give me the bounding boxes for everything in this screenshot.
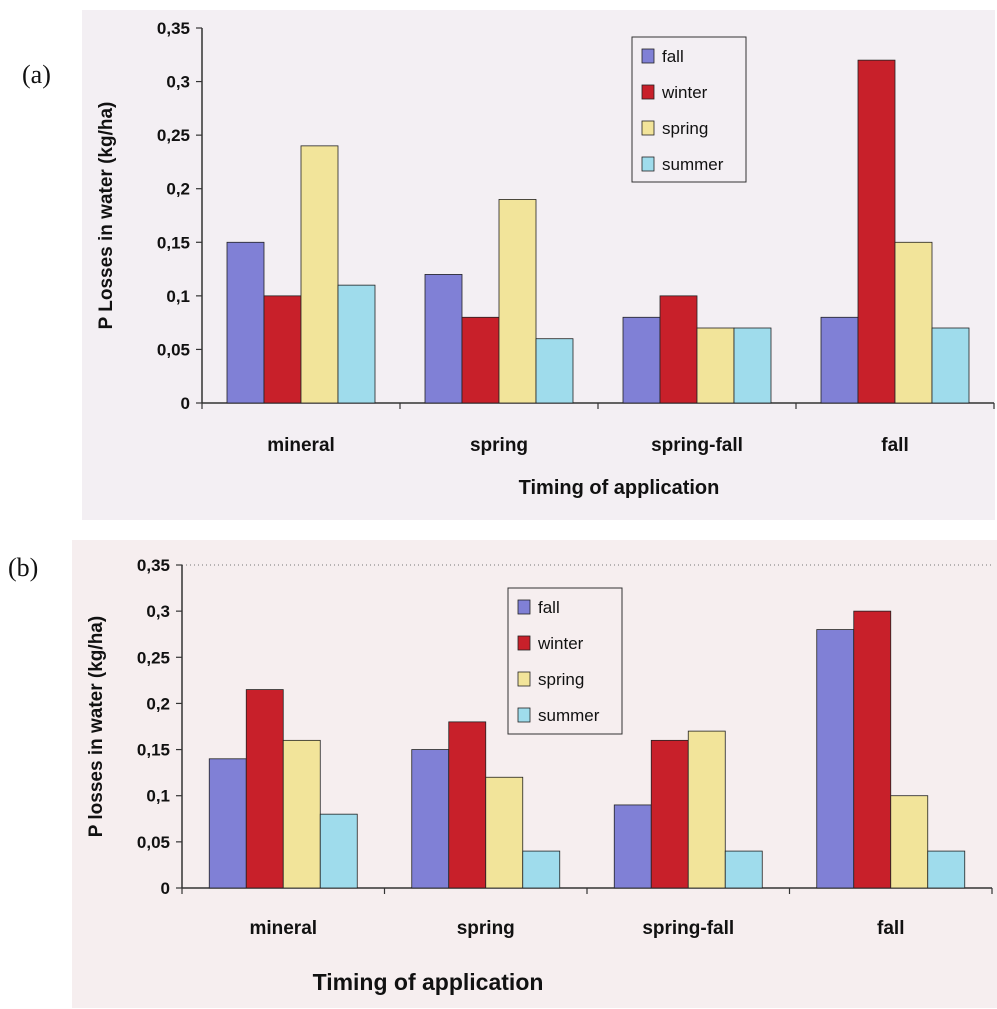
b-y-tick-label: 0,3 [146, 602, 170, 621]
b-x-axis-title: Timing of application [313, 969, 544, 995]
b-bar-fall-spring-fall [613, 804, 652, 889]
a-category-label: mineral [267, 435, 335, 456]
b-bar-spring-spring [485, 776, 524, 889]
b-legend-swatch-winter [517, 635, 531, 651]
b-bar-winter-spring [448, 721, 487, 889]
a-legend-swatch-summer [641, 156, 655, 172]
b-bar-summer-fall [927, 850, 966, 889]
a-bar-spring-spring-fall [696, 327, 735, 404]
chart-a: 0 0,05 0,1 0,15 0,2 0,25 0,3 0,35 mineral spring s… [82, 10, 995, 520]
b-bar-winter-fall [853, 610, 892, 889]
a-bar-summer-fall [931, 327, 970, 404]
a-y-tick-label: 0,2 [166, 180, 190, 199]
a-bar-winter-fall [857, 59, 896, 404]
chart-b: 0 0,05 0,1 0,15 0,2 0,25 0,3 0,35 mineral spring s… [72, 540, 997, 1008]
a-legend-swatch-spring [641, 120, 655, 136]
b-bar-fall-mineral [208, 758, 247, 889]
a-bar-spring-fall [894, 241, 933, 404]
a-bar-fall-mineral [226, 241, 265, 404]
a-legend-label-summer: summer [662, 155, 724, 174]
b-bar-summer-mineral [319, 813, 358, 889]
a-y-tick-label: 0,15 [157, 233, 190, 252]
b-category-label: fall [877, 918, 904, 939]
b-legend-swatch-spring [517, 671, 531, 687]
b-legend-swatch-summer [517, 707, 531, 723]
a-category-label: spring [470, 435, 528, 456]
b-bar-summer-spring [522, 850, 561, 889]
b-legend-label-summer: summer [538, 706, 600, 725]
a-y-tick-label: 0,1 [166, 287, 190, 306]
a-y-tick-label: 0,3 [166, 73, 190, 92]
b-legend-swatch-fall [517, 599, 531, 615]
b-legend-label-spring: spring [538, 670, 584, 689]
a-y-tick-label: 0,35 [157, 19, 190, 38]
a-y-tick-label: 0,25 [157, 126, 190, 145]
a-legend-label-spring: spring [662, 119, 708, 138]
panel-label-a: (a) [22, 60, 51, 89]
a-bar-summer-spring-fall [733, 327, 772, 404]
a-legend-label-fall: fall [662, 47, 684, 66]
a-category-label: fall [881, 435, 908, 456]
b-category-label: spring-fall [642, 918, 734, 939]
a-bar-spring-mineral [300, 145, 339, 404]
b-bar-summer-spring-fall [724, 850, 763, 889]
a-bar-summer-mineral [337, 284, 376, 404]
b-bar-spring-spring-fall [687, 730, 726, 889]
b-bar-winter-spring-fall [650, 739, 689, 889]
a-bar-fall-spring-fall [622, 316, 661, 404]
b-y-tick-label: 0,2 [146, 694, 170, 713]
a-legend-label-winter: winter [661, 83, 708, 102]
a-bar-summer-spring [535, 338, 574, 404]
a-y-axis-title: P Losses in water (kg/ha) [96, 102, 117, 330]
a-bar-fall-fall [820, 316, 859, 404]
b-bar-spring-mineral [282, 739, 321, 889]
b-bar-fall-fall [816, 629, 855, 889]
a-y-tick-label: 0,05 [157, 340, 190, 359]
b-bar-spring-fall [890, 795, 929, 889]
a-bar-fall-spring [424, 274, 463, 404]
b-y-tick-label: 0,25 [137, 648, 170, 667]
b-y-tick-label: 0,1 [146, 787, 170, 806]
b-bar-winter-mineral [245, 689, 284, 889]
a-bar-spring-spring [498, 199, 537, 404]
b-y-tick-label: 0 [161, 879, 170, 898]
b-y-axis-title: P losses in water (kg/ha) [86, 616, 107, 837]
a-legend-swatch-fall [641, 48, 655, 64]
b-y-tick-label: 0,35 [137, 556, 170, 575]
a-legend-swatch-winter [641, 84, 655, 100]
b-category-label: spring [457, 918, 515, 939]
a-x-axis-title: Timing of application [519, 477, 720, 499]
b-y-tick-label: 0,05 [137, 833, 170, 852]
a-bar-winter-mineral [263, 295, 302, 404]
panel-label-b: (b) [8, 553, 39, 582]
b-category-label: mineral [249, 918, 317, 939]
b-bar-fall-spring [411, 749, 450, 889]
b-legend-label-fall: fall [538, 598, 560, 617]
b-legend-label-winter: winter [537, 634, 584, 653]
a-y-tick-label: 0 [181, 394, 190, 413]
a-category-label: spring-fall [651, 435, 743, 456]
b-y-tick-label: 0,15 [137, 741, 170, 760]
a-bar-winter-spring [461, 316, 500, 404]
a-bar-winter-spring-fall [659, 295, 698, 404]
